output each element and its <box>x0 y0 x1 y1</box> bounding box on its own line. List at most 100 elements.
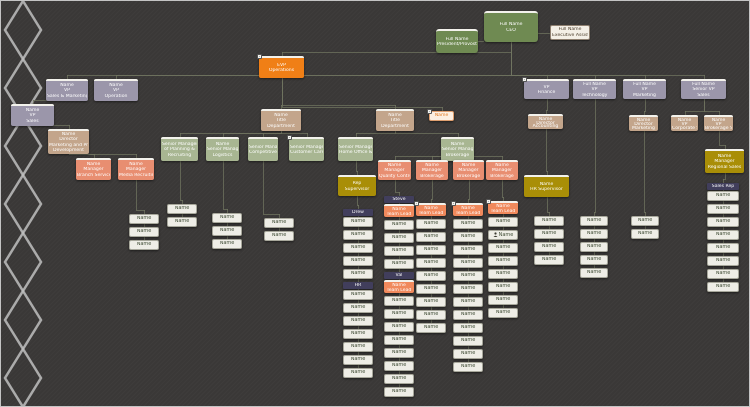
name-box[interactable]: Name <box>707 191 739 201</box>
name-box[interactable]: Name <box>129 214 159 224</box>
name-box[interactable]: Name <box>580 268 608 278</box>
name-box[interactable]: Name <box>384 374 414 384</box>
evp-operations[interactable]: EVP Operations <box>259 56 304 78</box>
team-lead-box[interactable]: Name Team Lead <box>384 280 414 293</box>
collapse-icon[interactable]: - <box>451 201 456 206</box>
mgr-brokerage-1[interactable]: Name Manager Brokerage <box>416 160 448 180</box>
name-box[interactable]: Name <box>453 362 483 372</box>
sm-planning-recruiting[interactable]: Senior Manager of Planning & Recruiting <box>161 137 198 161</box>
name-box[interactable]: Name <box>453 219 483 229</box>
name-box[interactable]: Name <box>167 204 197 214</box>
dept-2[interactable]: Name Title Department <box>376 109 414 131</box>
name-tag[interactable]: Name <box>429 111 454 121</box>
name-box[interactable]: Name <box>707 217 739 227</box>
name-box[interactable]: Name <box>212 213 242 223</box>
name-box[interactable]: Name <box>212 239 242 249</box>
name-box[interactable]: Name <box>416 258 446 268</box>
ceo[interactable]: Full Name CEO <box>484 11 538 42</box>
collapse-icon[interactable]: - <box>522 77 527 82</box>
name-box[interactable]: Name <box>384 309 414 319</box>
team-lead-box[interactable]: Name Team Lead <box>453 203 483 216</box>
rep-supervisor[interactable]: Rep Supervisor <box>338 175 376 196</box>
name-box[interactable]: Name <box>453 297 483 307</box>
name-box[interactable]: Name <box>453 323 483 333</box>
name-box[interactable]: Name <box>453 245 483 255</box>
name-box[interactable]: Name <box>416 310 446 320</box>
group-chip[interactable]: Steve <box>384 196 414 203</box>
vp-sales-2[interactable]: Name VP Sales <box>11 104 54 126</box>
name-box[interactable]: Name <box>453 349 483 359</box>
team-lead-box[interactable]: Name Team Lead <box>416 203 446 216</box>
name-box[interactable]: Name <box>343 243 373 253</box>
vp-operation[interactable]: Name VP Operation <box>94 79 138 101</box>
name-box[interactable]: Name <box>384 361 414 371</box>
team-lead-box[interactable]: Name Team Lead <box>384 204 414 217</box>
sm-customer-care[interactable]: Senior Manager Customer Care <box>289 137 324 161</box>
name-box[interactable]: Name <box>416 323 446 333</box>
name-box[interactable]: Name <box>707 243 739 253</box>
collapse-icon[interactable]: - <box>287 135 292 140</box>
name-box[interactable]: Name <box>416 245 446 255</box>
name-box[interactable]: Name <box>707 282 739 292</box>
name-box[interactable]: Name <box>488 308 518 318</box>
collapse-icon[interactable]: - <box>257 54 262 59</box>
name-box[interactable]: Name <box>453 284 483 294</box>
name-box[interactable]: Name <box>488 217 518 227</box>
name-box[interactable]: Name <box>534 255 564 265</box>
collapse-icon[interactable]: - <box>414 201 419 206</box>
name-box[interactable]: Name <box>488 295 518 305</box>
name-box[interactable]: Name <box>416 232 446 242</box>
president-provost[interactable]: Full Name President/Provost <box>436 29 478 53</box>
name-box[interactable]: Name <box>343 256 373 266</box>
name-box[interactable]: Name <box>384 233 414 243</box>
vp-technology[interactable]: Full Name VP Technology <box>573 79 616 99</box>
name-box[interactable]: Name <box>488 269 518 279</box>
group-chip[interactable]: Drew <box>343 209 373 216</box>
name-box[interactable]: Name <box>631 229 659 239</box>
team-lead-box[interactable]: Name Team Lead <box>488 201 518 214</box>
name-box[interactable]: Name <box>384 259 414 269</box>
name-box[interactable]: Name <box>416 297 446 307</box>
collapse-icon[interactable]: - <box>486 199 491 204</box>
name-box[interactable]: Name <box>453 310 483 320</box>
mgr-brokerage-3[interactable]: Name Manager Brokerage <box>486 160 518 180</box>
name-box[interactable]: Name <box>384 220 414 230</box>
name-box[interactable]: Name <box>453 336 483 346</box>
name-box[interactable]: Name <box>453 258 483 268</box>
name-box[interactable]: Name <box>416 284 446 294</box>
name-box[interactable]: Name <box>343 303 373 313</box>
group-chip[interactable]: Sales Rep <box>707 183 739 190</box>
name-box[interactable]: Name <box>488 243 518 253</box>
name-box[interactable]: Name <box>343 217 373 227</box>
name-box[interactable]: Name <box>580 255 608 265</box>
name-box[interactable]: Name <box>343 342 373 352</box>
name-box[interactable]: Name <box>343 329 373 339</box>
name-box[interactable]: Name <box>343 355 373 365</box>
name-box[interactable]: Name <box>384 335 414 345</box>
name-box[interactable]: Name <box>580 242 608 252</box>
name-box[interactable]: Name <box>212 226 242 236</box>
name-box[interactable]: Name <box>343 316 373 326</box>
name-box[interactable]: Name <box>129 240 159 250</box>
name-box[interactable]: Name <box>534 216 564 226</box>
dir-accounting[interactable]: Name Director Accounting <box>528 114 563 129</box>
name-box[interactable]: Name <box>453 232 483 242</box>
sm-competitive-audit[interactable]: Senior ManagerCompetitive & Audit <box>248 137 278 161</box>
name-box[interactable]: Name <box>534 229 564 239</box>
name-box[interactable]: Name <box>384 387 414 397</box>
name-box[interactable]: Name <box>453 271 483 281</box>
collapse-icon[interactable]: - <box>427 109 432 114</box>
name-box[interactable]: Name <box>264 231 294 241</box>
group-chip[interactable]: HR <box>343 282 373 289</box>
name-box[interactable]: Name <box>384 322 414 332</box>
name-box[interactable]: Name <box>129 227 159 237</box>
name-box[interactable]: Name <box>384 348 414 358</box>
